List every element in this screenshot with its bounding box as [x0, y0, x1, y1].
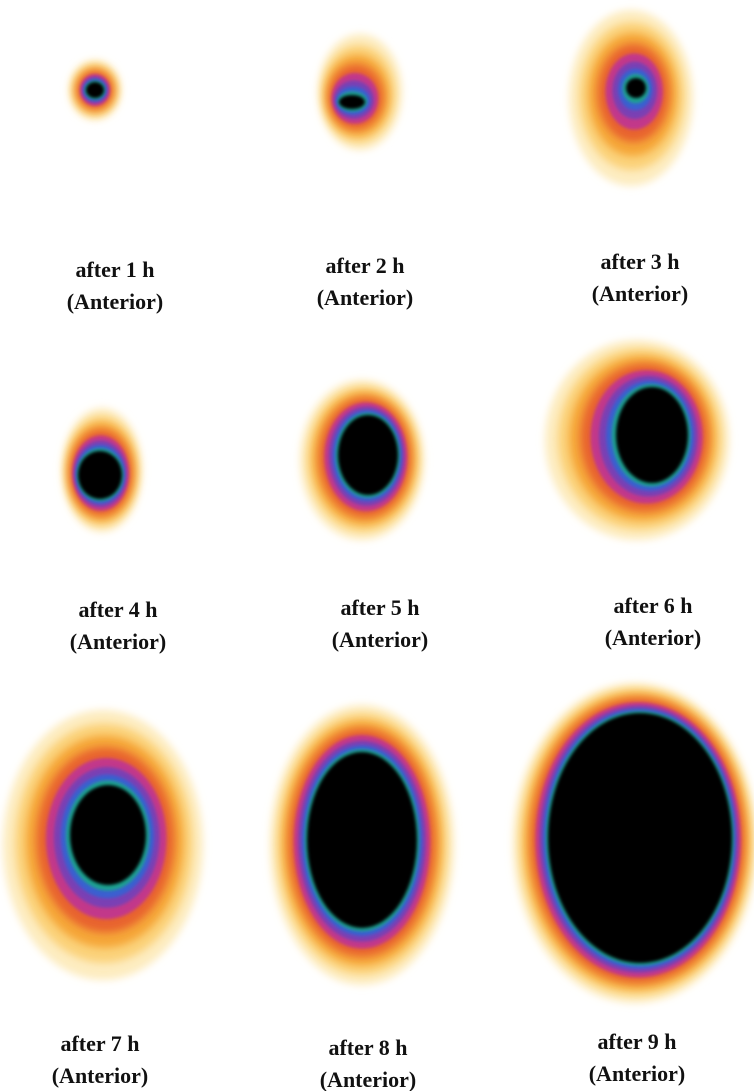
- caption-time: after 4 h: [78, 597, 157, 622]
- caption-time: after 6 h: [613, 593, 692, 618]
- caption-time: after 2 h: [325, 253, 404, 278]
- scan-image: [270, 705, 454, 985]
- caption-time: after 3 h: [600, 249, 679, 274]
- scan-image: [300, 380, 424, 540]
- caption-view: (Anterior): [52, 1063, 149, 1088]
- scan-image: [545, 340, 729, 540]
- figure: after 1 h (Anterior) after 2 h (Anterior) af…: [0, 0, 754, 1091]
- uptake-core: [78, 451, 122, 499]
- caption-view: (Anterior): [605, 625, 702, 650]
- caption-view: (Anterior): [67, 289, 164, 314]
- uptake-core: [548, 713, 732, 963]
- caption-time: after 9 h: [597, 1029, 676, 1054]
- caption-time: after 7 h: [60, 1031, 139, 1056]
- caption-view: (Anterior): [592, 281, 689, 306]
- caption-time: after 1 h: [75, 257, 154, 282]
- uptake-core: [307, 752, 417, 928]
- scan-image: [69, 60, 121, 120]
- uptake-core: [339, 95, 365, 109]
- scan-image: [3, 710, 203, 980]
- scan-image: [569, 10, 693, 186]
- uptake-core: [338, 415, 398, 495]
- uptake-core: [616, 387, 688, 483]
- caption-time: after 5 h: [340, 595, 419, 620]
- caption-view: (Anterior): [589, 1061, 686, 1086]
- caption-time: after 8 h: [328, 1035, 407, 1060]
- caption-view: (Anterior): [320, 1067, 417, 1091]
- scan-image: [513, 683, 754, 1003]
- caption-view: (Anterior): [332, 627, 429, 652]
- page: {"panels": [ {"time": "after 1 h", "view…: [0, 0, 754, 1091]
- scan-image: [62, 408, 142, 532]
- caption-view: (Anterior): [70, 629, 167, 654]
- uptake-core: [70, 785, 146, 885]
- uptake-core: [86, 82, 104, 98]
- caption-view: (Anterior): [317, 285, 414, 310]
- scan-image: [318, 34, 402, 150]
- uptake-core: [626, 78, 646, 98]
